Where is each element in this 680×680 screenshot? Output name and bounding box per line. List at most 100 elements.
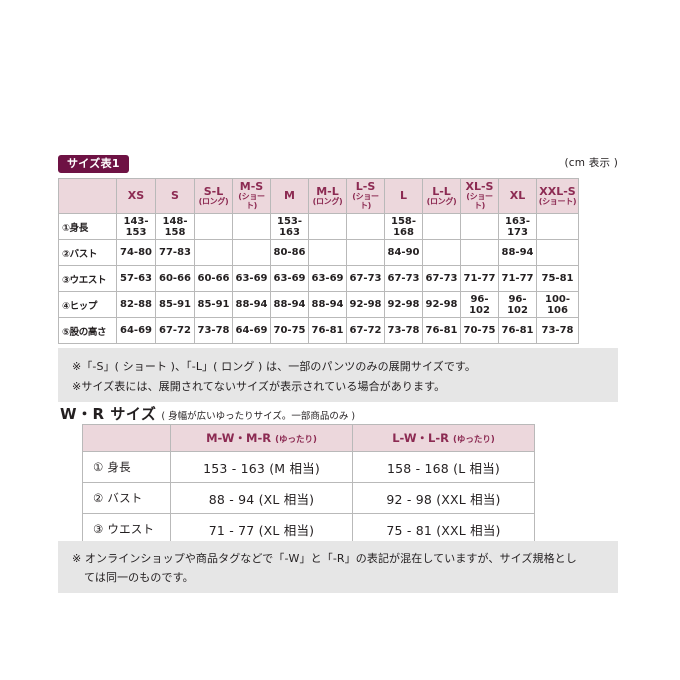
wr-table-row: ① 身長 153 - 163 (M 相当) 158 - 168 (L 相当) bbox=[82, 451, 535, 483]
cell-inseam-xxl-s: 73-78 bbox=[536, 317, 579, 344]
column-header-m: M bbox=[270, 178, 309, 214]
wr-column-code: M-W・M-R bbox=[206, 431, 272, 445]
cell-inseam-xl-s: 70-75 bbox=[460, 317, 499, 344]
wr-row-label-waist: ③ ウエスト bbox=[82, 513, 171, 545]
column-code: S bbox=[171, 189, 179, 203]
wr-column-header-mw-mr: M-W・M-R (ゆったり) bbox=[170, 424, 353, 452]
column-header-m-s: M-S (ショート) bbox=[232, 178, 271, 214]
cell-height-l: 158-168 bbox=[384, 213, 423, 240]
column-sub: (ロング) bbox=[312, 196, 343, 206]
unit-note: (cm 表示 ) bbox=[564, 157, 618, 169]
cell-bust-l-l-empty bbox=[422, 239, 461, 266]
cell-bust-xs: 74-80 bbox=[116, 239, 156, 266]
cell-height-xl-s-empty bbox=[460, 213, 499, 240]
cell-inseam-m-s: 64-69 bbox=[232, 317, 271, 344]
column-code: M-S bbox=[239, 180, 264, 194]
cell-hip-m-s: 88-94 bbox=[232, 291, 271, 318]
column-header-xs: XS bbox=[116, 178, 156, 214]
wr-heading-title: W・R サイズ bbox=[60, 405, 157, 423]
cell-waist-s: 60-66 bbox=[155, 265, 195, 292]
wr-cell-waist-mw: 71 - 77 (XL 相当) bbox=[170, 513, 353, 545]
column-code: L-S bbox=[355, 180, 376, 194]
cell-hip-l-l: 92-98 bbox=[422, 291, 461, 318]
wr-cell-waist-lw: 75 - 81 (XXL 相当) bbox=[352, 513, 535, 545]
cell-inseam-l-s: 67-72 bbox=[346, 317, 385, 344]
cell-bust-l-s-empty bbox=[346, 239, 385, 266]
cell-waist-m-s: 63-69 bbox=[232, 265, 271, 292]
cell-waist-m: 63-69 bbox=[270, 265, 309, 292]
cell-waist-l-s: 67-73 bbox=[346, 265, 385, 292]
cell-bust-xxl-s-empty bbox=[536, 239, 579, 266]
row-label-inseam-height: ⑤股の高さ bbox=[58, 317, 117, 344]
note-line-1: ※「-S」( ショート )、「-L」( ロング ) は、一部のパンツのみの展開サ… bbox=[72, 360, 477, 373]
row-label-height: ①身長 bbox=[58, 213, 117, 240]
cell-waist-xl: 71-77 bbox=[498, 265, 537, 292]
cell-hip-s-l: 85-91 bbox=[194, 291, 233, 318]
cell-inseam-xl: 76-81 bbox=[498, 317, 537, 344]
cell-waist-xxl-s: 75-81 bbox=[536, 265, 579, 292]
wr-note-line-2: ては同一のものです。 bbox=[84, 570, 194, 584]
column-code: M-L bbox=[316, 184, 339, 198]
cell-height-xl: 163-173 bbox=[498, 213, 537, 240]
wr-header-corner-cell bbox=[82, 424, 171, 452]
cell-waist-s-l: 60-66 bbox=[194, 265, 233, 292]
wr-cell-height-mw: 153 - 163 (M 相当) bbox=[170, 451, 353, 483]
wr-heading-subtitle: ( 身幅が広いゆったりサイズ。一部商品のみ ) bbox=[161, 411, 356, 422]
column-sub: (ショート) bbox=[352, 192, 379, 210]
column-code: XXL-S bbox=[539, 184, 576, 198]
column-sub: (ロング) bbox=[198, 196, 229, 206]
cell-hip-xxl-s: 100-106 bbox=[536, 291, 579, 318]
cell-height-m-s-empty bbox=[232, 213, 271, 240]
section1-header: サイズ表1 (cm 表示 ) bbox=[58, 152, 618, 174]
wr-table-row: ② バスト 88 - 94 (XL 相当) 92 - 98 (XXL 相当) bbox=[82, 482, 535, 514]
note-box-wr: ※ オンラインショップや商品タグなどで「-W」と「-R」の表記が混在していますが… bbox=[58, 541, 618, 593]
column-sub: (ショート) bbox=[238, 192, 265, 210]
cell-bust-s: 77-83 bbox=[155, 239, 195, 266]
cell-height-xxl-s-empty bbox=[536, 213, 579, 240]
wr-column-header-lw-lr: L-W・L-R (ゆったり) bbox=[352, 424, 535, 452]
cell-inseam-xs: 64-69 bbox=[116, 317, 156, 344]
column-header-m-l: M-L (ロング) bbox=[308, 178, 347, 214]
column-code: L bbox=[399, 189, 407, 203]
cell-height-l-l-empty bbox=[422, 213, 461, 240]
wr-row-label-height: ① 身長 bbox=[82, 451, 171, 483]
column-code: S-L bbox=[203, 184, 224, 198]
cell-bust-s-l-empty bbox=[194, 239, 233, 266]
wr-row-label-bust: ② バスト bbox=[82, 482, 171, 514]
column-header-xl: XL bbox=[498, 178, 537, 214]
header-corner-cell bbox=[58, 178, 117, 214]
table-header-row: XS S S-L (ロング) M-S (ショート) M bbox=[58, 178, 579, 214]
wr-cell-bust-mw: 88 - 94 (XL 相当) bbox=[170, 482, 353, 514]
column-code: L-L bbox=[432, 184, 451, 198]
wr-column-sub: (ゆったり) bbox=[275, 435, 317, 445]
cell-hip-l-s: 92-98 bbox=[346, 291, 385, 318]
cell-height-s: 148-158 bbox=[155, 213, 195, 240]
column-code: XS bbox=[127, 189, 145, 203]
column-code: XL-S bbox=[465, 180, 494, 194]
wr-section-heading: W・R サイズ ( 身幅が広いゆったりサイズ。一部商品のみ ) bbox=[60, 403, 355, 424]
cell-bust-m: 80-86 bbox=[270, 239, 309, 266]
cell-hip-s: 85-91 bbox=[155, 291, 195, 318]
row-label-bust: ②バスト bbox=[58, 239, 117, 266]
column-header-xxl-s: XXL-S (ショート) bbox=[536, 178, 579, 214]
table-row: ③ウエスト 57-63 60-66 60-66 63-69 63-69 63-6… bbox=[58, 265, 579, 292]
column-header-l: L bbox=[384, 178, 423, 214]
table-row: ⑤股の高さ 64-69 67-72 73-78 64-69 70-75 76-8… bbox=[58, 317, 579, 344]
cell-height-m-l-empty bbox=[308, 213, 347, 240]
cell-height-s-l-empty bbox=[194, 213, 233, 240]
column-header-s-l: S-L (ロング) bbox=[194, 178, 233, 214]
column-header-l-l: L-L (ロング) bbox=[422, 178, 461, 214]
cell-inseam-m-l: 76-81 bbox=[308, 317, 347, 344]
column-code: XL bbox=[509, 189, 526, 203]
cell-inseam-l-l: 76-81 bbox=[422, 317, 461, 344]
wr-size-table: M-W・M-R (ゆったり) L-W・L-R (ゆったり) ① 身長 153 -… bbox=[82, 424, 535, 545]
wr-table-header-row: M-W・M-R (ゆったり) L-W・L-R (ゆったり) bbox=[82, 424, 535, 452]
row-label-waist: ③ウエスト bbox=[58, 265, 117, 292]
cell-waist-m-l: 63-69 bbox=[308, 265, 347, 292]
column-sub: (ショート) bbox=[466, 192, 493, 210]
size-table-1: XS S S-L (ロング) M-S (ショート) M bbox=[58, 178, 579, 344]
cell-bust-xl: 88-94 bbox=[498, 239, 537, 266]
cell-inseam-s-l: 73-78 bbox=[194, 317, 233, 344]
cell-hip-xs: 82-88 bbox=[116, 291, 156, 318]
